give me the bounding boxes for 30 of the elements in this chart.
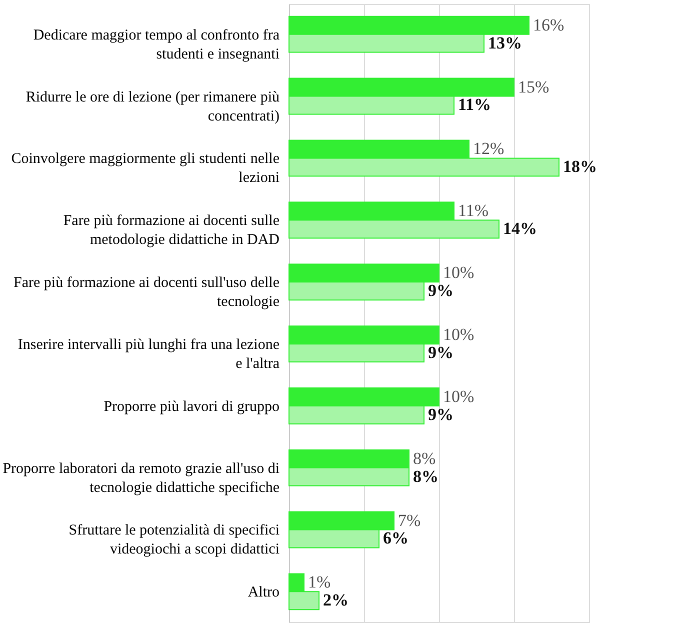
y-tick-label: Altro	[248, 584, 280, 601]
y-tick-label: Proporre più lavori di gruppo	[104, 398, 280, 415]
y-tick-label: Dedicare maggior tempo al confronto fra studenti e insegnanti	[33, 27, 280, 62]
data-label: 10%	[443, 386, 474, 406]
data-label: 14%	[503, 219, 537, 238]
data-label: 15%	[518, 77, 550, 96]
data-label: 1%	[308, 572, 331, 592]
data-label: 16%	[533, 15, 564, 34]
y-tick-label: Sfruttare le potenzialità di specifici videogiochi a scopi didattici	[68, 522, 280, 558]
data-label: 10%	[443, 324, 474, 344]
data-label: 9%	[428, 342, 454, 362]
data-label: 9%	[428, 281, 454, 300]
data-label: 6%	[383, 528, 408, 548]
data-label: 8%	[413, 448, 436, 468]
data-label: 13%	[488, 33, 522, 52]
data-label: 18%	[563, 157, 597, 176]
y-tick-label: Coinvolgere maggiormente gli studenti nelle lezioni	[11, 151, 280, 186]
data-label: 9%	[428, 404, 454, 424]
data-label: 7%	[398, 510, 421, 530]
y-tick-label: Inserire intervalli più lunghi fra una lezione e l'altra	[18, 336, 280, 372]
data-label: 11%	[458, 95, 492, 114]
data-label: 8%	[413, 466, 438, 486]
y-tick-label: Fare più formazione ai docenti sulle metodologie didattiche in DAD	[63, 213, 280, 248]
y-tick-label: Proporre laboratori da remoto grazie all'uso di tecnologie didattiche specifiche	[2, 460, 280, 496]
data-label: 2%	[323, 590, 348, 610]
data-label: 11%	[458, 201, 489, 220]
y-tick-label: Ridurre le ore di lezione (per rimanere più concentrati)	[26, 89, 280, 124]
data-label: 10%	[443, 263, 474, 282]
y-tick-label: Fare più formazione ai docenti sull'uso delle tecnologie	[14, 275, 280, 310]
data-label: 12%	[473, 139, 504, 158]
